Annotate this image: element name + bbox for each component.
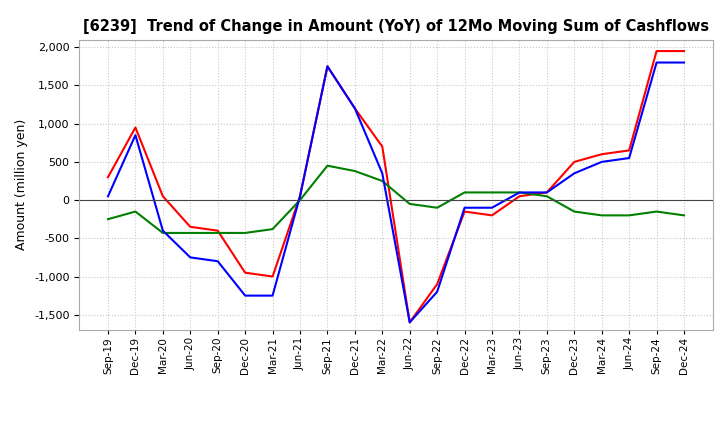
Investing Cashflow xyxy=(433,205,441,210)
Y-axis label: Amount (million yen): Amount (million yen) xyxy=(15,119,28,250)
Investing Cashflow xyxy=(460,190,469,195)
Investing Cashflow xyxy=(351,169,359,174)
Operating Cashflow xyxy=(652,48,661,54)
Free Cashflow xyxy=(158,228,167,233)
Free Cashflow xyxy=(652,60,661,65)
Operating Cashflow xyxy=(625,148,634,153)
Operating Cashflow xyxy=(515,194,523,199)
Free Cashflow xyxy=(104,194,112,199)
Operating Cashflow xyxy=(543,190,552,195)
Line: Investing Cashflow: Investing Cashflow xyxy=(108,166,684,233)
Investing Cashflow xyxy=(652,209,661,214)
Investing Cashflow xyxy=(405,201,414,206)
Investing Cashflow xyxy=(104,216,112,222)
Free Cashflow xyxy=(680,60,688,65)
Operating Cashflow xyxy=(296,194,305,199)
Free Cashflow xyxy=(323,64,332,69)
Investing Cashflow xyxy=(570,209,579,214)
Operating Cashflow xyxy=(104,175,112,180)
Title: [6239]  Trend of Change in Amount (YoY) of 12Mo Moving Sum of Cashflows: [6239] Trend of Change in Amount (YoY) o… xyxy=(83,19,709,34)
Operating Cashflow xyxy=(570,159,579,165)
Investing Cashflow xyxy=(269,227,277,232)
Operating Cashflow xyxy=(680,48,688,54)
Operating Cashflow xyxy=(240,270,249,275)
Line: Operating Cashflow: Operating Cashflow xyxy=(108,51,684,323)
Investing Cashflow xyxy=(296,198,305,203)
Operating Cashflow xyxy=(269,274,277,279)
Investing Cashflow xyxy=(213,230,222,235)
Investing Cashflow xyxy=(515,190,523,195)
Operating Cashflow xyxy=(131,125,140,130)
Free Cashflow xyxy=(378,171,387,176)
Free Cashflow xyxy=(240,293,249,298)
Free Cashflow xyxy=(543,190,552,195)
Investing Cashflow xyxy=(487,190,496,195)
Free Cashflow xyxy=(269,293,277,298)
Free Cashflow xyxy=(213,259,222,264)
Investing Cashflow xyxy=(598,213,606,218)
Operating Cashflow xyxy=(213,228,222,233)
Free Cashflow xyxy=(598,159,606,165)
Operating Cashflow xyxy=(460,209,469,214)
Operating Cashflow xyxy=(351,106,359,111)
Line: Free Cashflow: Free Cashflow xyxy=(108,62,684,323)
Investing Cashflow xyxy=(378,178,387,183)
Operating Cashflow xyxy=(433,282,441,287)
Free Cashflow xyxy=(570,171,579,176)
Operating Cashflow xyxy=(158,194,167,199)
Free Cashflow xyxy=(487,205,496,210)
Operating Cashflow xyxy=(598,152,606,157)
Investing Cashflow xyxy=(158,230,167,235)
Operating Cashflow xyxy=(487,213,496,218)
Investing Cashflow xyxy=(323,163,332,169)
Investing Cashflow xyxy=(131,209,140,214)
Free Cashflow xyxy=(186,255,194,260)
Free Cashflow xyxy=(433,289,441,294)
Investing Cashflow xyxy=(680,213,688,218)
Free Cashflow xyxy=(296,194,305,199)
Investing Cashflow xyxy=(625,213,634,218)
Operating Cashflow xyxy=(186,224,194,230)
Free Cashflow xyxy=(351,106,359,111)
Free Cashflow xyxy=(515,190,523,195)
Free Cashflow xyxy=(131,132,140,138)
Investing Cashflow xyxy=(543,194,552,199)
Free Cashflow xyxy=(405,320,414,325)
Free Cashflow xyxy=(625,155,634,161)
Investing Cashflow xyxy=(186,230,194,235)
Investing Cashflow xyxy=(240,230,249,235)
Free Cashflow xyxy=(460,205,469,210)
Operating Cashflow xyxy=(405,320,414,325)
Operating Cashflow xyxy=(378,144,387,149)
Operating Cashflow xyxy=(323,64,332,69)
